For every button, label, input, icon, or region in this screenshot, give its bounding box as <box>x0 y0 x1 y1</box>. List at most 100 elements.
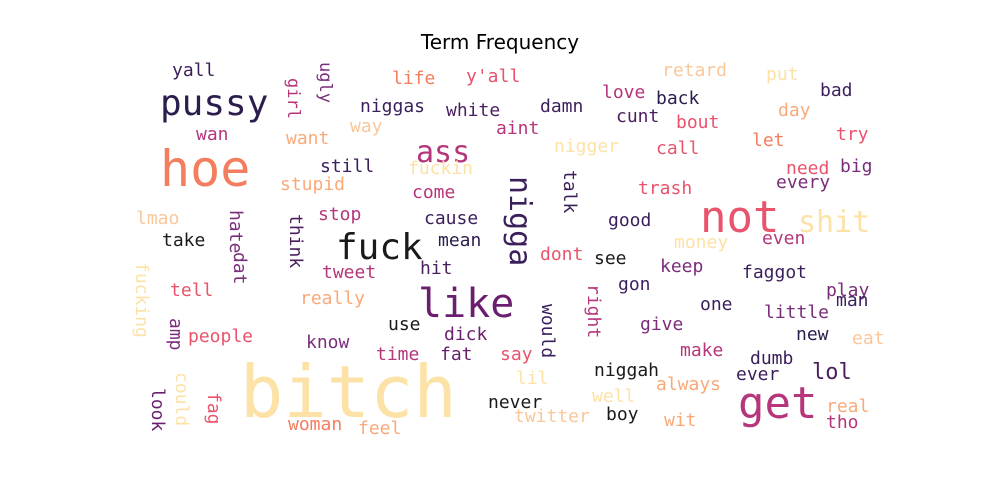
word-real: real <box>826 396 870 417</box>
word-dont: dont <box>540 244 584 265</box>
word-man: man <box>836 290 869 311</box>
word-boy: boy <box>606 404 639 425</box>
figure-title: Term Frequency <box>420 30 580 54</box>
word-hoe: hoe <box>160 140 251 198</box>
word-fucking: fucking <box>131 262 152 338</box>
word-try: try <box>836 124 869 145</box>
word-take: take <box>162 230 206 251</box>
word-love: love <box>602 82 646 103</box>
word-big: big <box>840 156 873 177</box>
word-twitter: twitter <box>514 406 590 427</box>
word-fat: fat <box>440 344 473 365</box>
word-look: look <box>147 388 168 432</box>
word-day: day <box>778 100 811 121</box>
word-really: really <box>300 288 366 309</box>
word-put: put <box>766 64 799 85</box>
word-white: white <box>446 100 501 121</box>
word-damn: damn <box>540 96 584 117</box>
word-think: think <box>285 214 306 269</box>
word-girl: girl <box>283 78 303 119</box>
word-gon: gon <box>618 274 651 295</box>
word-get: get <box>738 378 818 429</box>
word-play: play <box>826 280 870 301</box>
word-shit: shit <box>798 205 871 240</box>
word-people: people <box>188 326 254 347</box>
word-like: like <box>418 281 515 327</box>
word-keep: keep <box>660 256 704 277</box>
word-nigger: nigger <box>554 136 620 157</box>
word-know: know <box>306 332 350 353</box>
word-ever: ever <box>736 364 780 385</box>
word-dick: dick <box>444 324 488 345</box>
word-still: still <box>320 156 375 177</box>
word-well: well <box>592 386 636 407</box>
word-talk: talk <box>559 170 580 214</box>
word-little: little <box>764 302 830 323</box>
word-give: give <box>640 314 684 335</box>
word-could: could <box>171 372 192 427</box>
word-cause: cause <box>424 208 479 229</box>
word-hate: hate <box>225 210 246 254</box>
word-one: one <box>700 294 733 315</box>
word-tweet: tweet <box>322 262 377 283</box>
word-stupid: stupid <box>280 174 346 195</box>
word-dat: dat <box>229 252 250 285</box>
word-niggah: niggah <box>594 360 660 381</box>
word-bitch: bitch <box>240 350 457 434</box>
word-aint: aint <box>496 118 540 139</box>
word-trash: trash <box>638 178 693 199</box>
word-bad: bad <box>820 80 853 101</box>
word-fuckin: fuckin <box>408 158 474 179</box>
word-see: see <box>594 248 627 269</box>
word-life: life <box>392 68 436 89</box>
word-never: never <box>488 392 543 413</box>
word-back: back <box>656 88 700 109</box>
word-always: always <box>656 374 722 395</box>
word-bout: bout <box>676 112 720 133</box>
word-even: even <box>762 228 806 249</box>
word-ass: ass <box>416 135 471 170</box>
word-cloud: yall pussy hoe girl ugly life y'all retard put ba… <box>125 60 895 445</box>
word-fag: fag <box>203 392 224 425</box>
word-way: way <box>350 116 383 137</box>
word-want: want <box>286 128 330 149</box>
word-lil: lil <box>516 368 549 389</box>
word-say: say <box>500 344 533 365</box>
word-would: would <box>537 304 558 359</box>
word-come: come <box>412 182 456 203</box>
word-money: money <box>674 232 729 253</box>
word-faggot: faggot <box>742 262 808 283</box>
word-nigga: nigga <box>502 176 537 267</box>
word-not: not <box>700 192 780 243</box>
word-wit: wit <box>664 410 697 431</box>
word-new: new <box>796 324 829 345</box>
word-retard: retard <box>662 60 728 81</box>
word-yall: y'all <box>466 66 521 87</box>
word-feel: feel <box>358 418 402 439</box>
word-cunt: cunt <box>616 106 660 127</box>
word-tho: tho <box>826 412 859 433</box>
word-lol: lol <box>812 360 852 385</box>
word-tell: tell <box>170 280 214 301</box>
word-good: good <box>608 210 652 231</box>
word-yall: yall <box>172 60 216 81</box>
word-need: need <box>786 158 830 179</box>
word-woman: woman <box>288 414 343 435</box>
word-eat: eat <box>852 328 885 349</box>
word-hit: hit <box>420 258 453 279</box>
word-mean: mean <box>438 230 482 251</box>
word-amp: amp <box>165 318 186 351</box>
word-every: every <box>776 172 831 193</box>
word-time: time <box>376 344 420 365</box>
word-let: let <box>752 130 785 151</box>
word-dumb: dumb <box>750 348 794 369</box>
word-make: make <box>680 340 724 361</box>
word-use: use <box>388 314 421 335</box>
word-ugly: ugly <box>315 62 335 103</box>
word-stop: stop <box>318 204 362 225</box>
word-wan: wan <box>196 124 229 145</box>
word-fuck: fuck <box>336 227 423 268</box>
word-niggas: niggas <box>360 96 426 117</box>
word-call: call <box>656 138 700 159</box>
